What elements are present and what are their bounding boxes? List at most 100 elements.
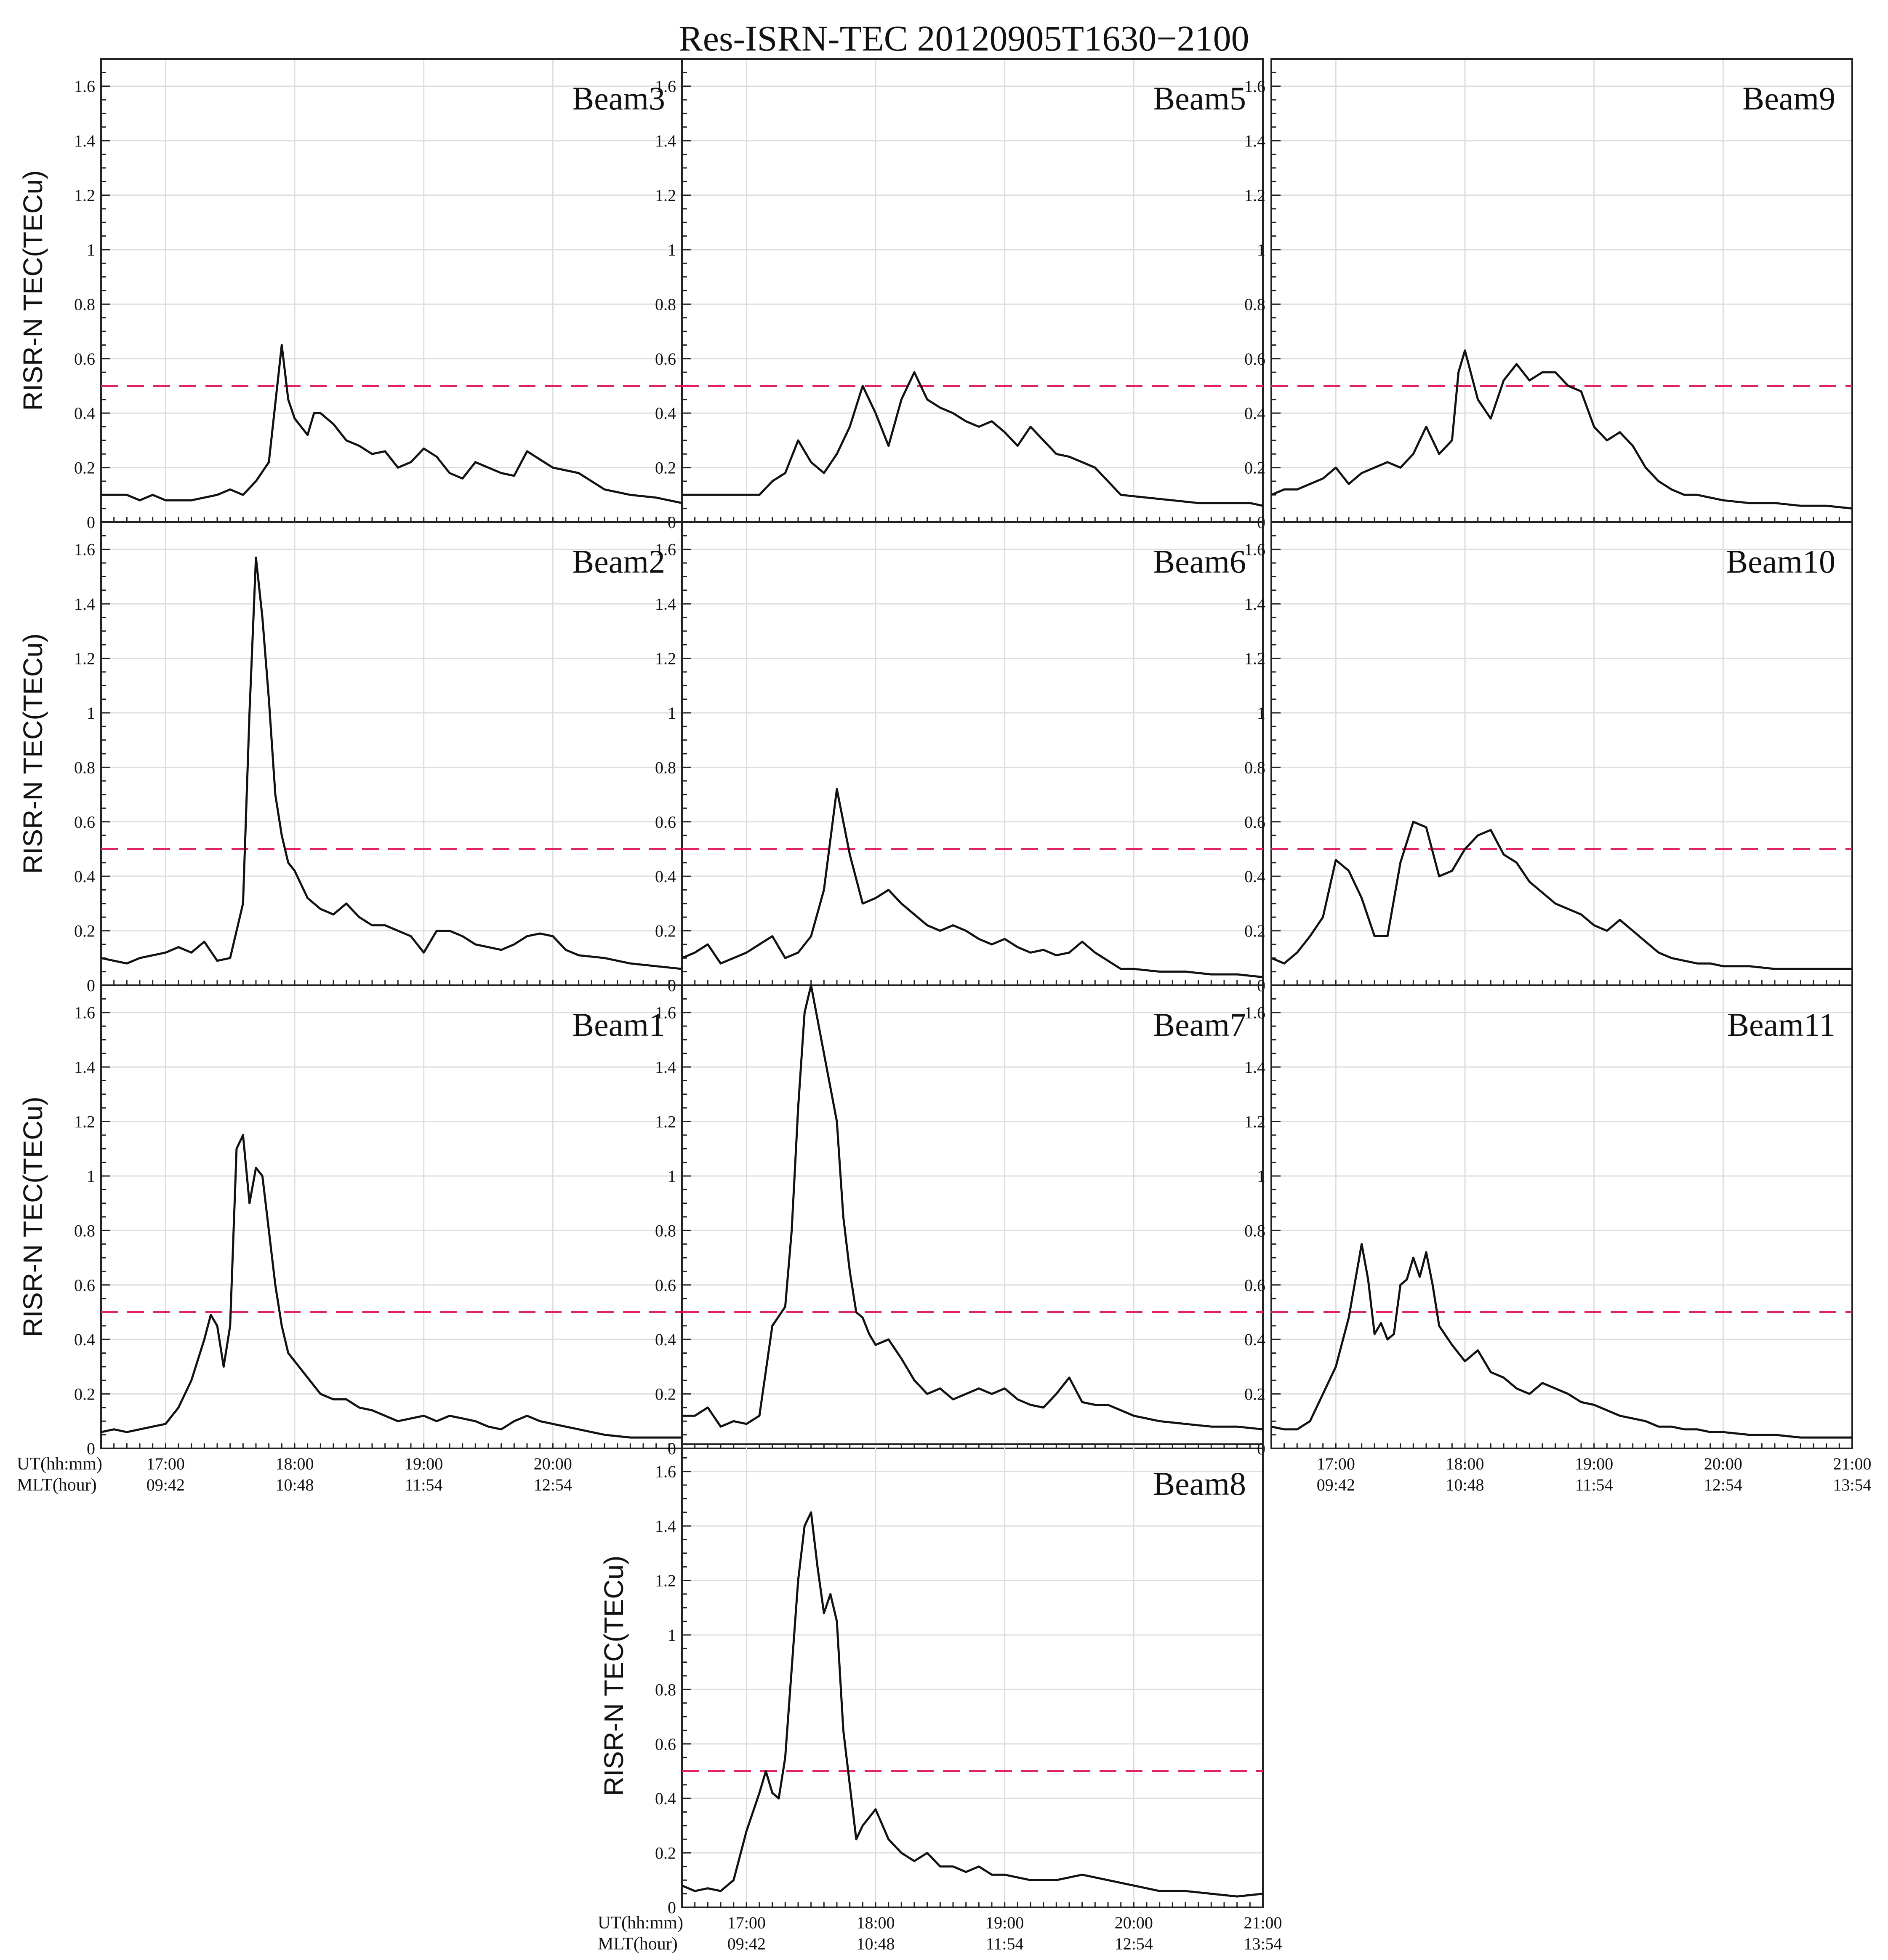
y-tick-label: 0.2 [1244,922,1265,941]
y-tick-label: 0.2 [655,922,676,941]
y-tick-label: 0.8 [655,1221,676,1240]
y-tick-label: 1.6 [655,1462,676,1481]
y-tick-label: 1.6 [1244,540,1265,559]
mlt-tick-label: 13:54 [1244,1934,1282,1953]
y-tick-label: 0.6 [74,813,95,832]
y-tick-label: 0.8 [74,758,95,777]
y-tick-label: 0 [668,1898,676,1917]
y-tick-label: 1.4 [1244,595,1265,613]
y-tick-label: 0.2 [74,922,95,941]
series-line-beam9 [1271,349,1853,510]
y-tick-label: 0.2 [655,1844,676,1863]
y-tick-label: 0.8 [1244,295,1265,314]
ut-tick-label: 19:00 [985,1913,1024,1932]
y-tick-label: 1 [668,1626,676,1645]
mlt-tick-label: 12:54 [1115,1934,1153,1953]
panel-beam6: 00.20.40.60.811.21.41.6 Beam6 [655,521,1264,995]
y-tick-label: 1.4 [655,131,676,150]
y-tick-label: 0.4 [655,1789,676,1808]
panel-beam9: 00.20.40.60.811.21.41.6 Beam9 [1244,58,1853,532]
y-tick-label: 1.6 [74,540,95,559]
ut-axis-label: UT(hh:mm) [598,1913,683,1933]
y-tick-label: 0.4 [1244,867,1265,886]
plot-frame [1270,521,1853,986]
plot-frame [100,58,683,523]
y-tick-label: 0.8 [655,1680,676,1699]
y-tick-label: 0.4 [655,867,676,886]
y-tick-label: 1 [668,704,676,723]
series-line-beam3 [101,344,682,504]
y-tick-label: 0.4 [1244,404,1265,423]
ut-tick-label: 21:00 [1833,1454,1871,1473]
y-tick-label: 0.6 [655,813,676,832]
y-tick-label: 1.6 [655,540,676,559]
mlt-tick-label: 13:54 [1833,1475,1871,1494]
y-tick-label: 1 [1257,1167,1265,1186]
y-axis-label: RISR-N TEC(TECu) [18,170,48,411]
y-tick-label: 0.6 [655,1276,676,1295]
panel-title: Beam1 [572,1006,665,1043]
y-tick-label: 1.4 [655,1517,676,1536]
y-tick-label: 1.6 [655,1003,676,1022]
panel-title: Beam9 [1742,80,1835,117]
y-tick-label: 0.6 [74,349,95,368]
plot-frame [681,58,1264,523]
mlt-axis-label: MLT(hour) [17,1475,97,1495]
y-tick-label: 1 [87,1167,95,1186]
y-tick-label: 0.4 [74,1330,95,1349]
y-tick-label: 1.6 [1244,1003,1265,1022]
y-tick-label: 1.2 [74,1112,95,1131]
y-tick-label: 0.8 [655,295,676,314]
mlt-tick-label: 10:48 [856,1934,895,1953]
mlt-tick-label: 12:54 [534,1475,572,1494]
y-tick-label: 0.4 [74,404,95,423]
y-tick-label: 0 [1257,1439,1265,1458]
ut-tick-label: 18:00 [1446,1454,1484,1473]
y-tick-label: 0.8 [74,1221,95,1240]
y-tick-label: 0.6 [655,349,676,368]
panel-beam7: 00.20.40.60.811.21.41.6 Beam7 [655,984,1264,1458]
y-tick-label: 1.6 [74,1003,95,1022]
y-tick-label: 0.8 [1244,1221,1265,1240]
panel-title: Beam11 [1727,1006,1835,1043]
mlt-tick-label: 09:42 [727,1934,766,1953]
y-tick-label: 0.8 [74,295,95,314]
ut-tick-label: 20:00 [1115,1913,1153,1932]
panel-beam5: 00.20.40.60.811.21.41.6 Beam5 [655,58,1264,532]
ut-tick-label: 21:00 [1244,1913,1282,1932]
y-tick-label: 1.2 [655,186,676,205]
panel-title: Beam3 [572,80,665,117]
y-tick-label: 1.4 [1244,131,1265,150]
y-tick-label: 1.2 [74,649,95,668]
mlt-tick-label: 10:48 [1446,1475,1484,1494]
panel-beam10: 00.20.40.60.811.21.41.6 Beam10 [1244,521,1853,995]
y-tick-label: 1.4 [74,131,95,150]
series-line-beam10 [1271,821,1852,970]
series-line-beam7 [682,984,1263,1431]
y-tick-label: 1.4 [1244,1058,1265,1077]
y-tick-label: 0.6 [655,1735,676,1754]
mlt-axis-label: MLT(hour) [598,1934,678,1954]
series-line-beam11 [1271,1243,1852,1439]
y-tick-label: 0.4 [1244,1330,1265,1349]
y-tick-label: 1.2 [655,1112,676,1131]
panel-beam8: 0 0.2 0.4 0.6 0.8 1 1.2 1.4 1.6 Beam8 RISR-N TEC(T… [598,1443,1282,1954]
panel-title: Beam7 [1153,1006,1246,1043]
plot-frame [1270,984,1853,1449]
y-tick-label: 1.2 [655,649,676,668]
y-tick-label: 0.2 [655,459,676,477]
y-tick-label: 0.6 [1244,813,1265,832]
ut-tick-label: 18:00 [856,1913,895,1932]
mlt-tick-label: 09:42 [1317,1475,1355,1494]
y-axis-label: RISR-N TEC(TECu) [18,1096,48,1337]
panel-title: Beam8 [1153,1465,1246,1502]
plot-frame [100,984,683,1449]
y-tick-label: 0.4 [74,867,95,886]
mlt-tick-label: 11:54 [986,1934,1024,1953]
y-tick-label: 1.2 [655,1571,676,1590]
y-tick-label: 1 [1257,704,1265,723]
ut-tick-label: 20:00 [534,1454,572,1473]
y-tick-label: 1.2 [1244,1112,1265,1131]
